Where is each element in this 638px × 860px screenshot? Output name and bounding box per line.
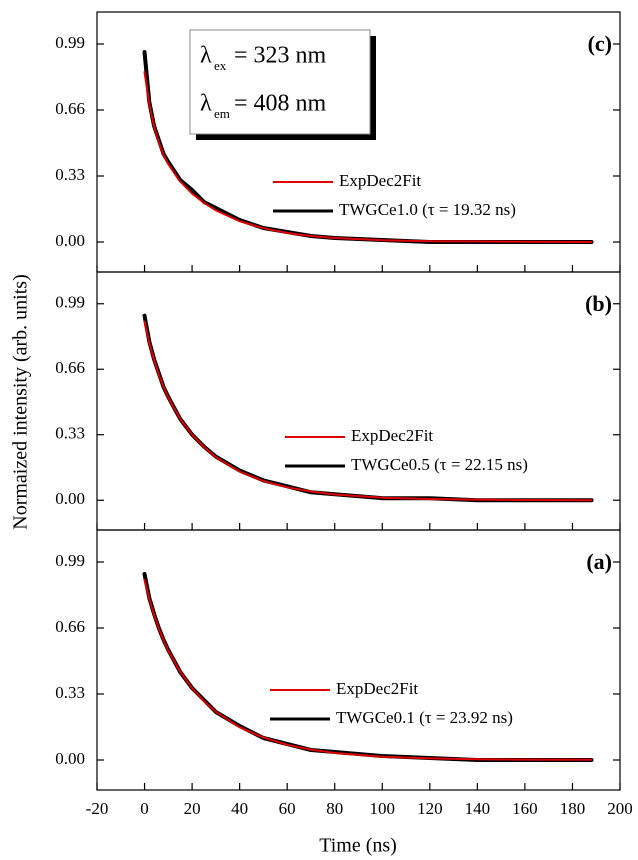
annotation-symbol: λ [200, 43, 212, 69]
legend-label: TWGCe0.5 (τ = 22.15 ns) [351, 455, 528, 474]
annotation-subscript: ex [214, 58, 227, 73]
y-tick-label: 0.00 [55, 231, 85, 250]
y-tick-label: 0.33 [55, 424, 85, 443]
y-tick-label: 0.00 [55, 749, 85, 768]
x-tick-label: 160 [512, 799, 538, 818]
y-tick-label: 0.33 [55, 683, 85, 702]
x-tick-label: 60 [279, 799, 296, 818]
legend-label: ExpDec2Fit [351, 426, 433, 445]
panel-label: (b) [585, 291, 612, 316]
data-line [142, 572, 594, 762]
x-tick-label: 100 [370, 799, 396, 818]
legend-label: TWGCe1.0 (τ = 19.32 ns) [339, 200, 516, 219]
fit-line [143, 71, 593, 243]
x-tick-label: 20 [184, 799, 201, 818]
y-tick-label: 0.99 [55, 551, 85, 570]
fit-line [143, 320, 593, 502]
x-tick-label: 40 [231, 799, 248, 818]
x-axis-label: Time (ns) [319, 835, 397, 857]
x-tick-label: 180 [560, 799, 586, 818]
x-tick-label: 80 [326, 799, 343, 818]
y-tick-label: 0.66 [55, 99, 85, 118]
panel-label: (c) [588, 31, 612, 56]
y-tick-label: 0.00 [55, 489, 85, 508]
x-tick-label: -20 [86, 799, 109, 818]
y-axis-label: Normaized intensity (arb. units) [10, 274, 32, 530]
y-tick-label: 0.66 [55, 617, 85, 636]
legend-label: ExpDec2Fit [336, 679, 418, 698]
x-tick-label: 120 [417, 799, 443, 818]
annotation-text: = 408 nm [234, 91, 327, 117]
plot-frame [96, 271, 621, 531]
y-tick-label: 0.33 [55, 165, 85, 184]
y-tick-label: 0.99 [55, 33, 85, 52]
annotation-box [189, 29, 371, 135]
y-tick-label: 0.66 [55, 358, 85, 377]
legend-label: TWGCe0.1 (τ = 23.92 ns) [336, 708, 513, 727]
y-tick-label: 0.99 [55, 293, 85, 312]
fit-line [143, 579, 593, 761]
x-tick-label: 200 [607, 799, 633, 818]
x-tick-label: 0 [140, 799, 149, 818]
annotation-symbol: λ [200, 91, 212, 117]
panel-label: (a) [586, 549, 612, 574]
plot-frame [96, 529, 621, 791]
legend-label: ExpDec2Fit [339, 171, 421, 190]
annotation-text: = 323 nm [234, 43, 327, 69]
annotation-subscript: em [214, 106, 230, 121]
x-tick-label: 140 [465, 799, 491, 818]
